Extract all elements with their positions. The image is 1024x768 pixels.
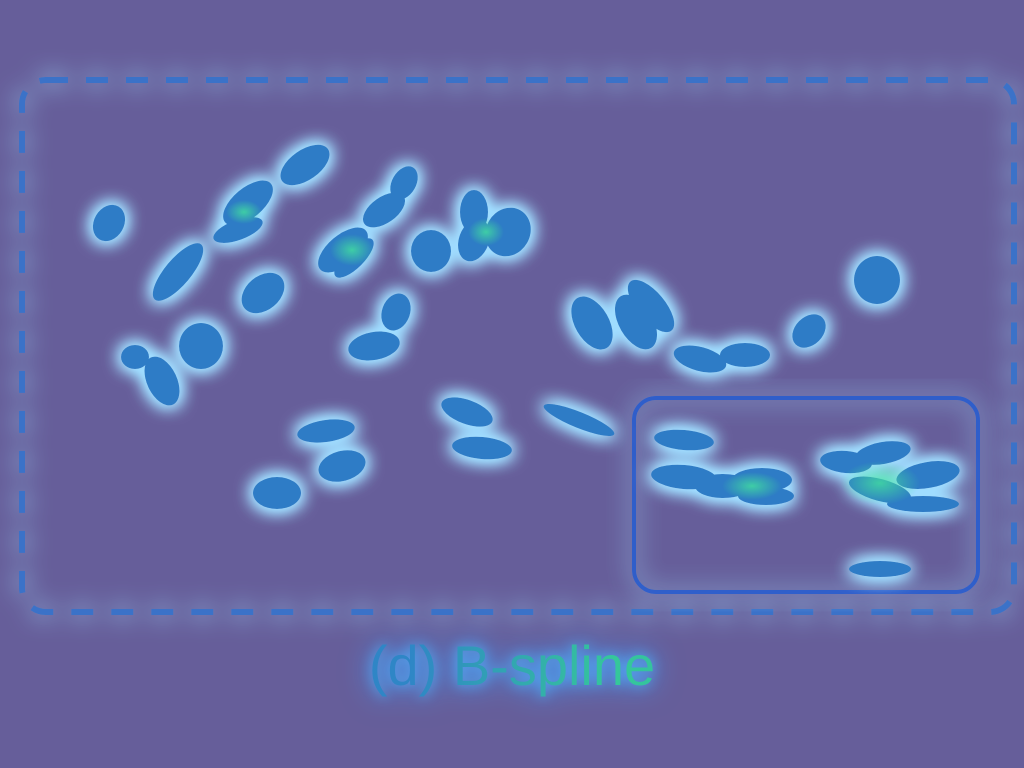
blob bbox=[381, 293, 411, 331]
blob bbox=[543, 403, 615, 437]
blob-group bbox=[92, 144, 960, 577]
blob bbox=[571, 296, 613, 350]
highlight bbox=[722, 472, 782, 500]
blob bbox=[92, 204, 126, 242]
highlight bbox=[840, 461, 920, 505]
blob bbox=[362, 192, 406, 228]
blob bbox=[792, 314, 826, 348]
figure-caption: (d) B-spline bbox=[0, 626, 1024, 706]
blob bbox=[654, 429, 714, 451]
inset-frame bbox=[632, 396, 980, 594]
blob bbox=[297, 419, 355, 443]
highlight bbox=[330, 234, 374, 266]
blob bbox=[179, 323, 223, 369]
blob bbox=[253, 477, 301, 509]
blob bbox=[318, 450, 366, 482]
blob bbox=[485, 207, 531, 257]
outer-dashed-frame bbox=[19, 77, 1017, 615]
blob bbox=[849, 561, 911, 577]
blob bbox=[390, 166, 418, 200]
blob bbox=[213, 217, 263, 243]
blob bbox=[241, 272, 285, 314]
blob bbox=[854, 256, 900, 304]
blob bbox=[411, 230, 451, 272]
blob bbox=[720, 343, 770, 367]
blob bbox=[121, 345, 149, 369]
blob bbox=[673, 345, 727, 373]
blob bbox=[855, 441, 911, 465]
blob bbox=[144, 356, 180, 406]
blob bbox=[348, 331, 400, 361]
blob bbox=[627, 279, 675, 333]
blob bbox=[280, 144, 330, 186]
highlight bbox=[468, 218, 504, 246]
highlight bbox=[226, 200, 262, 224]
blob bbox=[452, 436, 512, 460]
highlight-group bbox=[226, 200, 920, 505]
blob bbox=[441, 397, 493, 427]
blob bbox=[152, 243, 204, 301]
